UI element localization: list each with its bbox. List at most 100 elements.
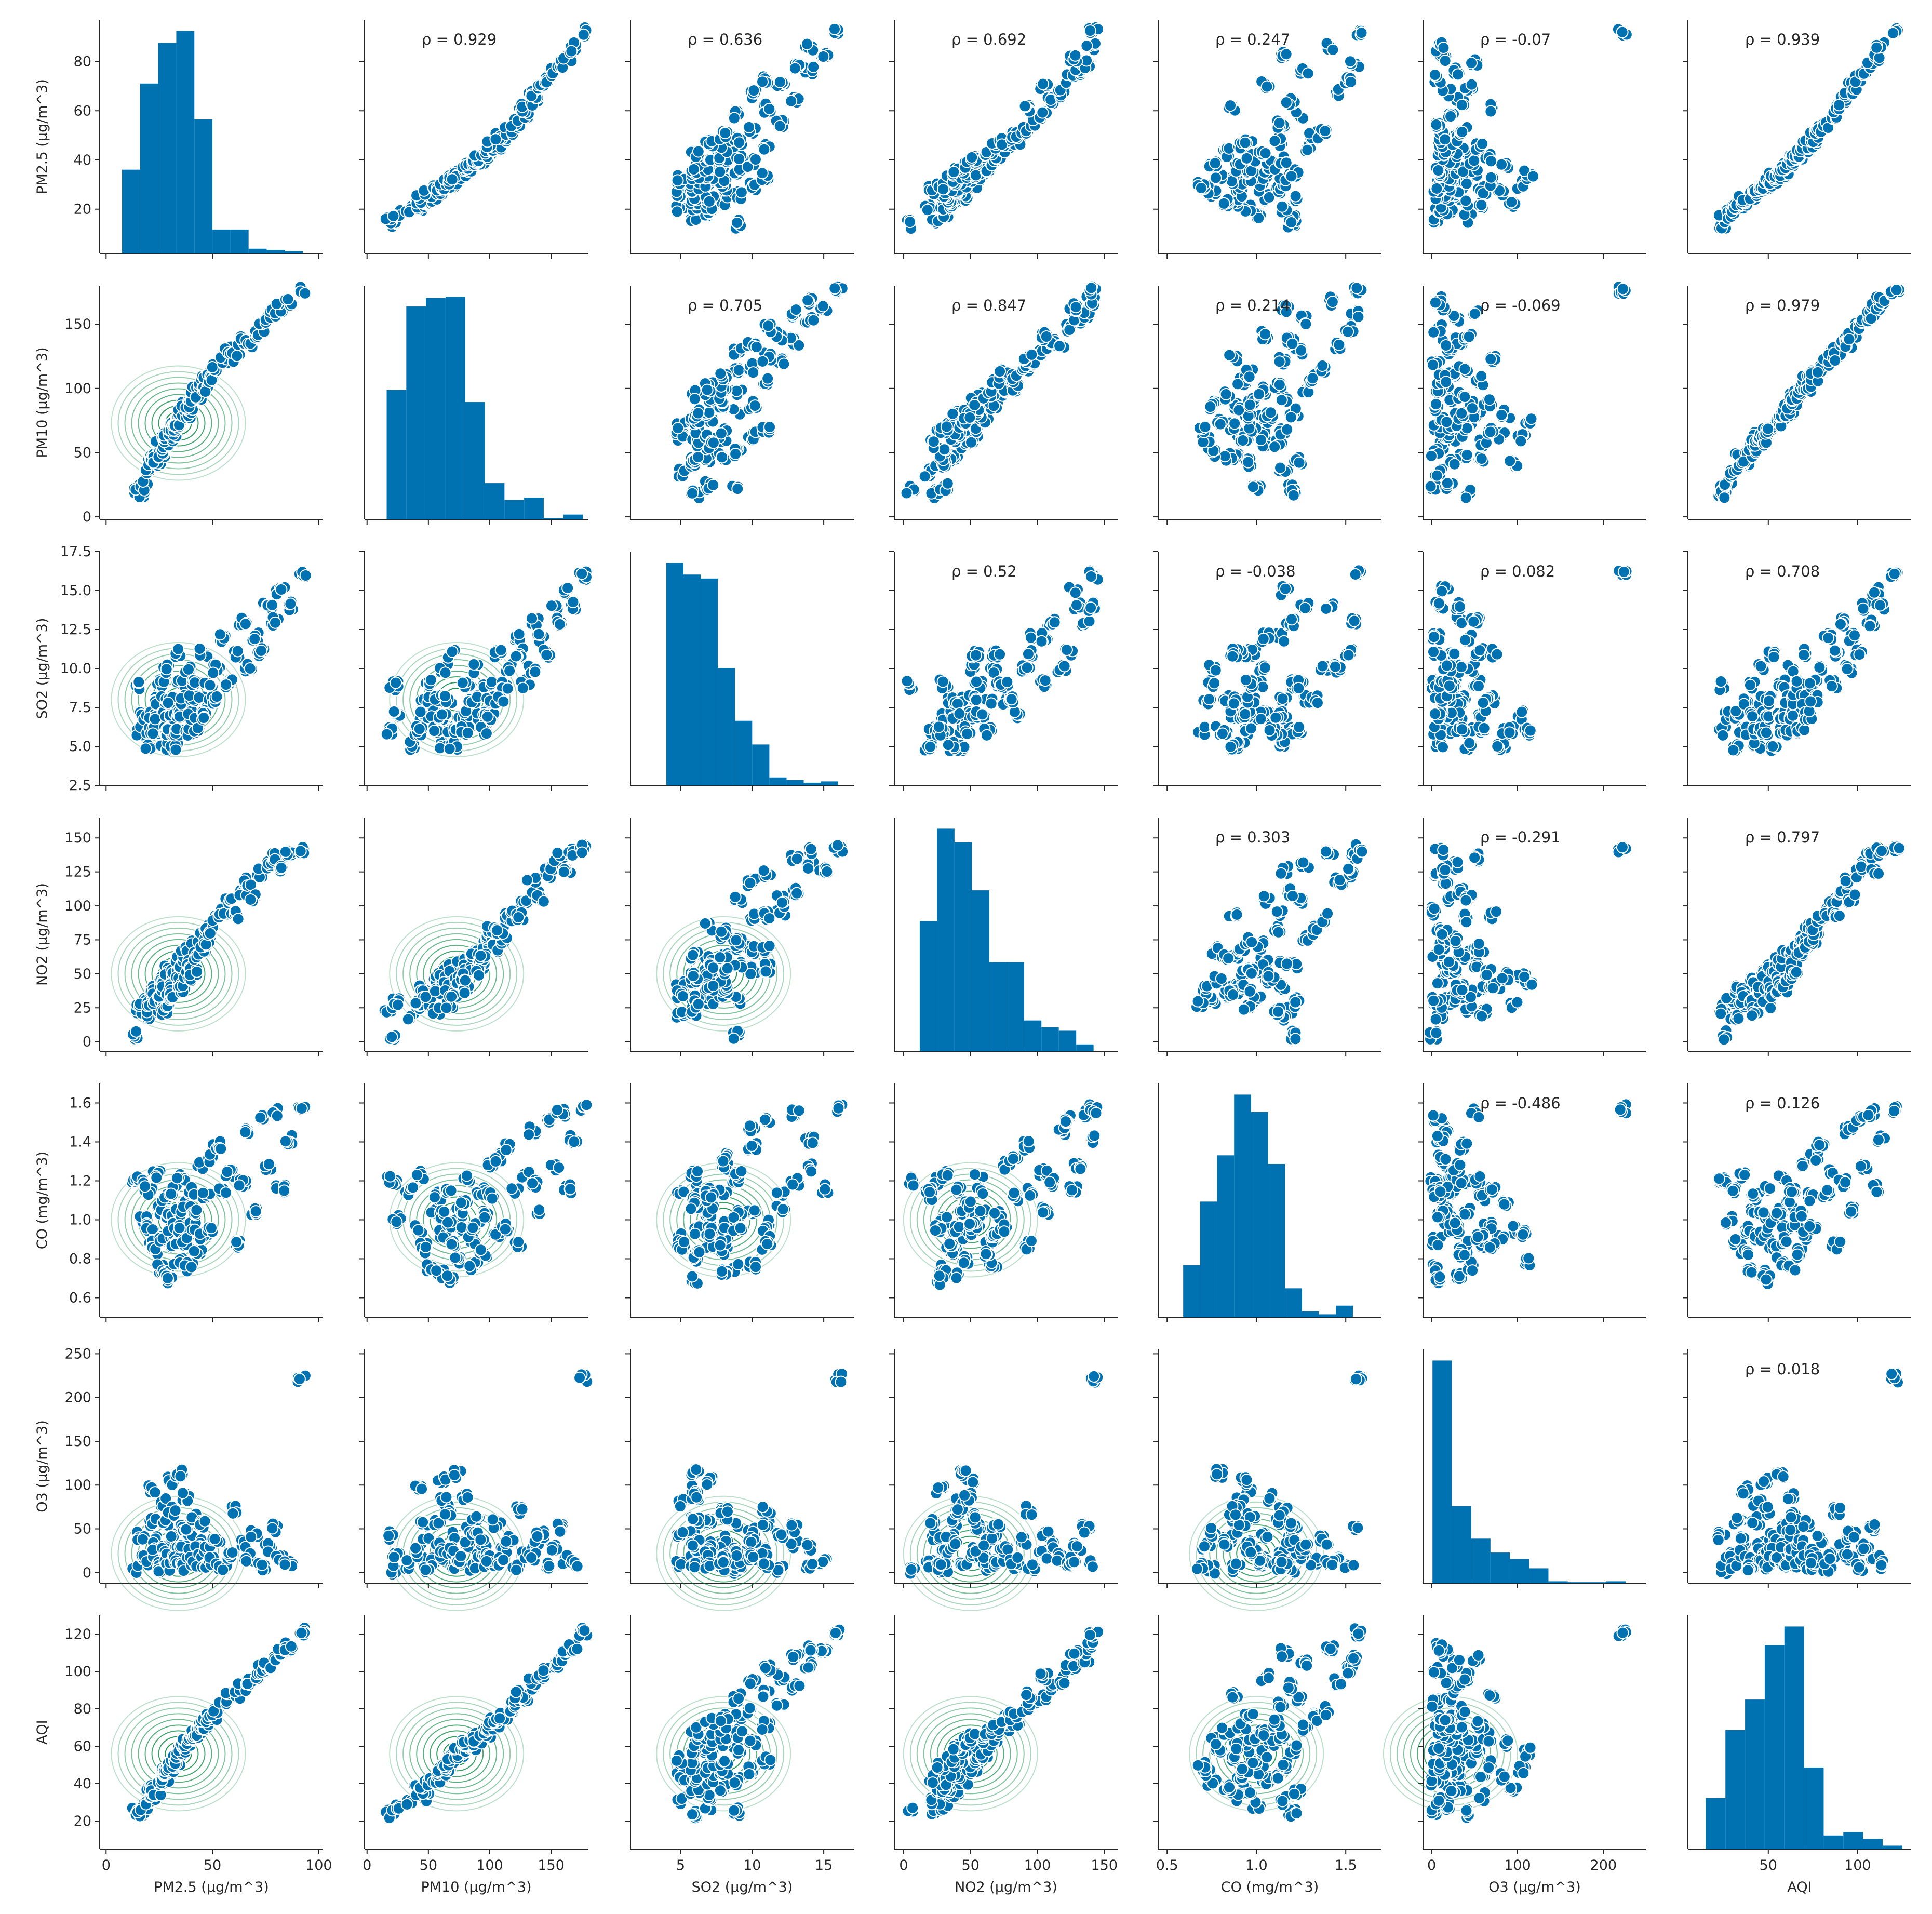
scatter-point (162, 697, 175, 710)
cell-2-1 (359, 551, 593, 791)
y-tick-label: 12.5 (60, 622, 91, 638)
scatter-point (763, 102, 776, 115)
scatter-point (1260, 80, 1273, 93)
scatter-point (577, 28, 590, 41)
scatter-point (672, 422, 685, 435)
y-tick-label: 60 (74, 103, 91, 119)
scatter-point (1429, 296, 1442, 309)
scatter-point (1440, 339, 1453, 352)
scatter-point (1886, 26, 1899, 39)
scatter-point (1430, 182, 1443, 195)
scatter-point (182, 663, 195, 676)
scatter-point (900, 487, 913, 500)
scatter-point (692, 145, 705, 158)
hist-bar (485, 483, 505, 519)
scatter-point (1352, 310, 1365, 323)
scatter-point (169, 743, 182, 756)
scatter-point (1224, 99, 1237, 112)
scatter-point (763, 421, 776, 434)
scatter-point (1231, 378, 1244, 391)
scatter-point (715, 427, 728, 440)
scatter-point (748, 399, 761, 412)
scatter-point (1890, 284, 1903, 297)
scatter-point (731, 483, 744, 496)
scatter-point (1460, 448, 1473, 461)
scatter-point (438, 690, 451, 703)
scatter-point (1455, 99, 1468, 112)
scatter-point (707, 436, 720, 449)
scatter-point (1475, 370, 1488, 383)
hist-bar (752, 744, 770, 785)
scatter-point (758, 143, 771, 156)
scatter-point (387, 705, 400, 718)
scatter-point (1281, 423, 1294, 436)
scatter-point (807, 60, 820, 73)
cell-0-3: ρ = 0.692 (889, 20, 1118, 259)
hist-bar (543, 518, 564, 519)
hist-bar (465, 402, 485, 519)
y-tick-label: 15.0 (60, 583, 91, 599)
rho-annotation: ρ = -0.07 (1480, 31, 1551, 48)
scatter-point (1762, 422, 1775, 435)
hist-bar (666, 563, 683, 785)
scatter-point (1465, 78, 1478, 91)
cell-0-1: ρ = 0.929 (359, 20, 593, 259)
scatter-point (248, 633, 261, 646)
scatter-point (1430, 118, 1443, 131)
hist-bar (718, 668, 735, 785)
scatter-point (1452, 68, 1465, 81)
scatter-point (1427, 358, 1440, 371)
scatter-point (1085, 282, 1098, 295)
scatter-point (703, 195, 716, 208)
hist-bar (524, 498, 544, 519)
scatter-point (197, 712, 210, 725)
scatter-point (1243, 398, 1256, 411)
scatter-point (446, 173, 459, 186)
hist-bar (735, 720, 753, 785)
scatter-point (516, 681, 529, 694)
y-tick-label: 20 (74, 202, 91, 218)
scatter-point (1355, 26, 1368, 39)
cell-0-4: ρ = 0.247 (1153, 20, 1381, 259)
scatter-point (1495, 408, 1508, 421)
hist-bar (266, 250, 285, 253)
scatter-point (275, 583, 288, 596)
scatter-point (206, 360, 219, 373)
scatter-point (390, 676, 403, 689)
scatter-point (1458, 363, 1471, 376)
hist-bar (285, 251, 303, 253)
scatter-point (1468, 154, 1481, 167)
scatter-point (1301, 143, 1314, 156)
scatter-point (1319, 125, 1332, 138)
hist-bar (426, 298, 446, 519)
scatter-point (1460, 177, 1473, 190)
scatter-point (1448, 458, 1461, 471)
scatter-point (575, 567, 588, 580)
scatter-point (941, 477, 954, 490)
rho-annotation: ρ = 0.692 (951, 31, 1026, 48)
hist-bar (504, 500, 525, 519)
scatter-point (1484, 155, 1497, 168)
hist-bar (445, 297, 465, 519)
scatter-point (1237, 434, 1250, 447)
scatter-point (1465, 57, 1478, 70)
hist-bar (769, 777, 787, 785)
scatter-point (1466, 402, 1479, 415)
scatter-point (756, 75, 769, 88)
scatter-point (1527, 170, 1540, 183)
scatter-point (1025, 348, 1038, 361)
rho-annotation: ρ = 0.847 (951, 297, 1026, 314)
scatter-point (1344, 55, 1357, 68)
rho-annotation: ρ = 0.929 (422, 31, 497, 48)
scatter-point (1525, 412, 1538, 425)
scatter-point (1273, 378, 1286, 391)
scatter-point (1199, 420, 1212, 433)
hist-bar (683, 574, 701, 785)
scatter-point (269, 616, 282, 629)
scatter-point (1280, 156, 1293, 169)
scatter-point (1280, 48, 1293, 61)
scatter-point (788, 62, 801, 75)
scatter-point (686, 487, 699, 500)
cell-0-5: ρ = -0.07 (1418, 20, 1646, 259)
cell-2-2 (630, 552, 854, 791)
